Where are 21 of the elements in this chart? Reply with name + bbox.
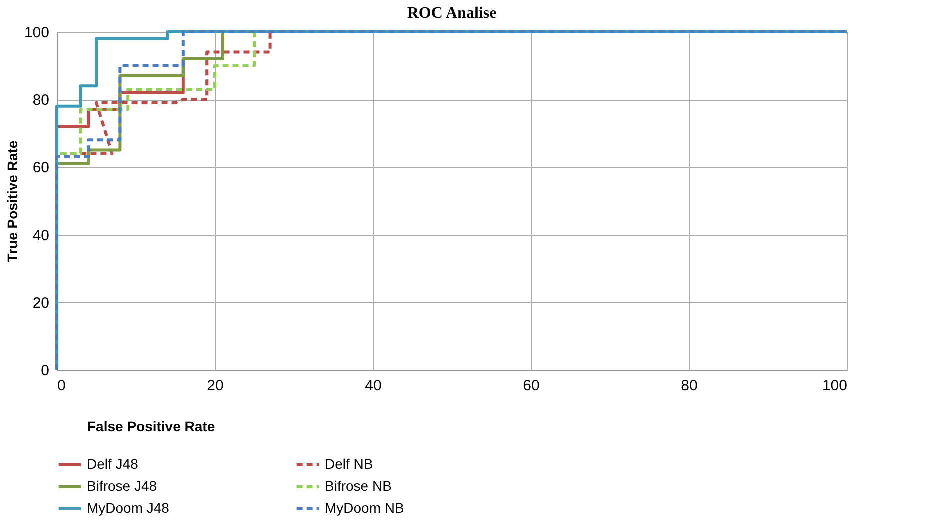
y-axis-title: True Positive Rate (4, 140, 20, 262)
x-tick-label: 40 (365, 378, 382, 394)
x-tick-label: 100 (822, 378, 848, 394)
x-tick-label: 60 (523, 378, 540, 394)
x-tick-label: 20 (207, 378, 224, 394)
y-tick-label: 100 (24, 24, 50, 42)
legend-label: Bifrose J48 (87, 478, 158, 494)
x-axis-title: False Positive Rate (88, 418, 216, 434)
x-tick-label: 80 (681, 378, 698, 394)
y-tick-label: 20 (32, 294, 50, 312)
legend-label: MyDoom J48 (87, 500, 170, 516)
y-tick-label: 40 (32, 227, 50, 244)
x-tick-label: 0 (58, 378, 66, 394)
chart-title: ROC Analise (407, 5, 497, 22)
y-tick-label: 0 (41, 362, 50, 380)
legend-label: Delf NB (325, 456, 374, 472)
legend-label: Bifrose NB (325, 478, 392, 494)
legend-label: Delf J48 (87, 456, 139, 472)
y-tick-label: 80 (32, 92, 50, 110)
y-tick-label: 60 (32, 160, 50, 177)
legend-label: MyDoom NB (325, 500, 404, 516)
